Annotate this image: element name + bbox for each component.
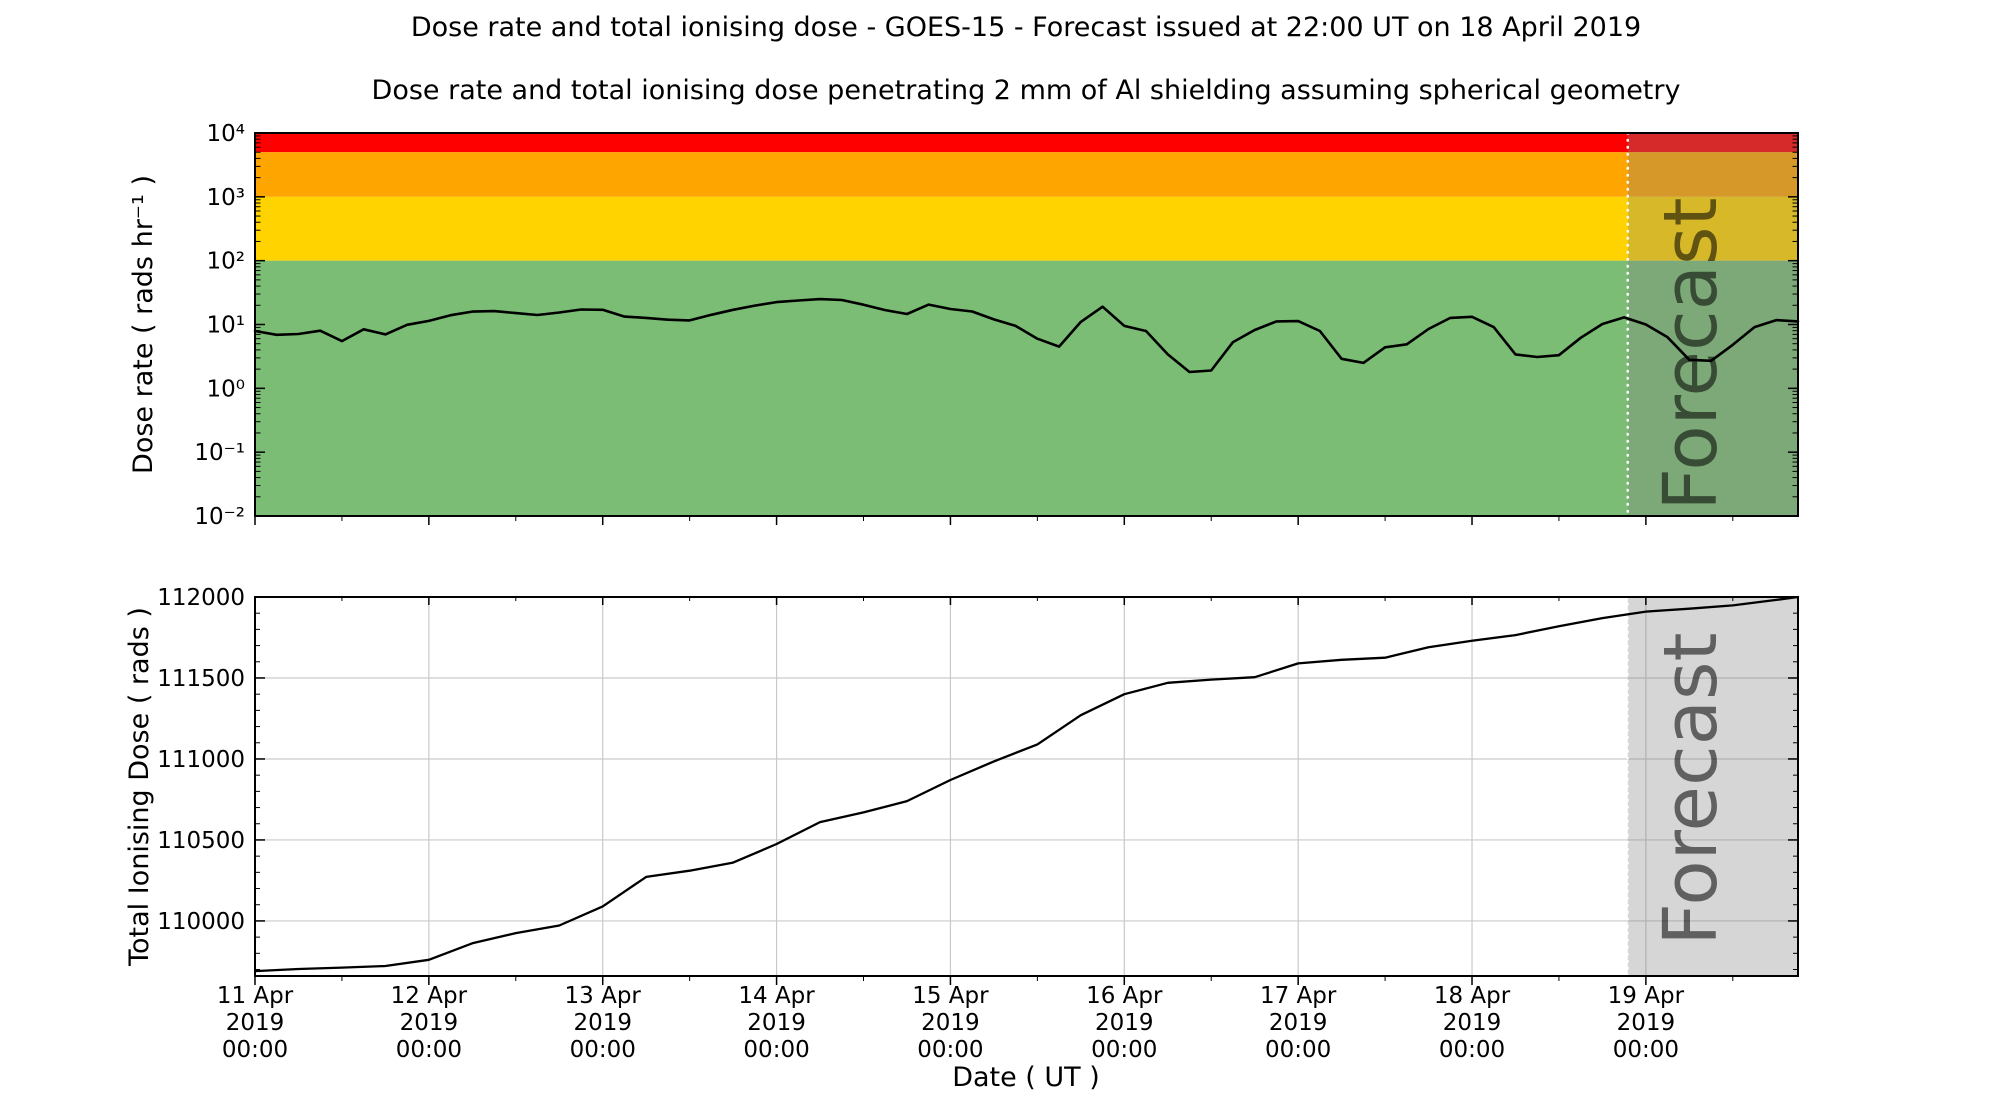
dose-rate-ytick-label: 10⁴	[207, 121, 246, 147]
svg-text:2019: 2019	[1095, 1010, 1154, 1036]
svg-text:00:00: 00:00	[917, 1037, 983, 1063]
svg-text:14 Apr: 14 Apr	[738, 983, 815, 1009]
dose-rate-ticks	[254, 132, 1798, 525]
chart-title: Dose rate and total ionising dose - GOES…	[411, 12, 1641, 43]
total-dose-line	[253, 595, 1800, 973]
svg-text:00:00: 00:00	[743, 1037, 809, 1063]
total-dose-chart: Forecast 110000 110500 111000 111500 112000	[157, 585, 1800, 985]
svg-text:19 Apr: 19 Apr	[1608, 983, 1685, 1009]
total-dose-ticks	[254, 596, 1798, 985]
total-dose-ytick-label: 111500	[157, 666, 245, 692]
total-dose-frame	[254, 596, 1799, 977]
dose-rate-line	[253, 297, 1800, 374]
forecast-watermark-bottom: Forecast	[1648, 632, 1734, 945]
chart-subtitle: Dose rate and total ionising dose penetr…	[372, 75, 1681, 106]
total-dose-ytick-label: 111000	[157, 747, 245, 773]
dose-rate-ytick-label: 10⁻²	[194, 504, 245, 530]
svg-text:00:00: 00:00	[1265, 1037, 1331, 1063]
svg-text:00:00: 00:00	[1091, 1037, 1157, 1063]
dose-rate-ytick-label: 10¹	[207, 313, 246, 339]
svg-text:2019: 2019	[400, 1010, 459, 1036]
svg-text:2019: 2019	[1443, 1010, 1502, 1036]
svg-text:2019: 2019	[747, 1010, 806, 1036]
svg-text:2019: 2019	[1617, 1010, 1676, 1036]
svg-text:00:00: 00:00	[1613, 1037, 1679, 1063]
svg-text:00:00: 00:00	[222, 1037, 288, 1063]
svg-text:00:00: 00:00	[1439, 1037, 1505, 1063]
dose-rate-ytick-label: 10²	[207, 249, 246, 275]
dose-rate-minor-ticks	[255, 135, 1798, 521]
band-green	[255, 260, 1798, 516]
svg-text:2019: 2019	[921, 1010, 980, 1036]
svg-text:00:00: 00:00	[396, 1037, 462, 1063]
svg-text:00:00: 00:00	[570, 1037, 636, 1063]
dose-rate-ytick-label: 10⁰	[207, 376, 246, 402]
total-dose-ytick-label: 110000	[157, 909, 245, 935]
svg-text:15 Apr: 15 Apr	[912, 983, 989, 1009]
dose-rate-ytick-label: 10³	[207, 185, 246, 211]
total-dose-minor-ticks	[255, 597, 1798, 981]
svg-text:11 Apr: 11 Apr	[217, 983, 294, 1009]
svg-text:13 Apr: 13 Apr	[565, 983, 642, 1009]
total-dose-ytick-label: 110500	[157, 828, 245, 854]
svg-text:18 Apr: 18 Apr	[1434, 983, 1511, 1009]
forecast-region-bottom	[1627, 597, 1798, 976]
dose-rate-ylabel: Dose rate ( rads hr⁻¹ )	[128, 175, 159, 474]
total-dose-ylabel: Total Ionising Dose ( rads )	[124, 607, 155, 967]
svg-text:2019: 2019	[573, 1010, 632, 1036]
band-red	[255, 133, 1798, 153]
total-dose-grid	[255, 597, 1798, 976]
forecast-region-top	[1627, 133, 1798, 516]
svg-text:12 Apr: 12 Apr	[391, 983, 468, 1009]
svg-text:2019: 2019	[1269, 1010, 1328, 1036]
band-yellow	[255, 196, 1798, 261]
svg-text:16 Apr: 16 Apr	[1086, 983, 1163, 1009]
svg-text:17 Apr: 17 Apr	[1260, 983, 1337, 1009]
band-orange	[255, 152, 1798, 197]
x-axis-label: Date ( UT )	[952, 1062, 1100, 1093]
svg-text:2019: 2019	[226, 1010, 285, 1036]
total-dose-ytick-label: 112000	[157, 585, 245, 611]
dose-rate-ytick-label: 10⁻¹	[194, 440, 245, 466]
